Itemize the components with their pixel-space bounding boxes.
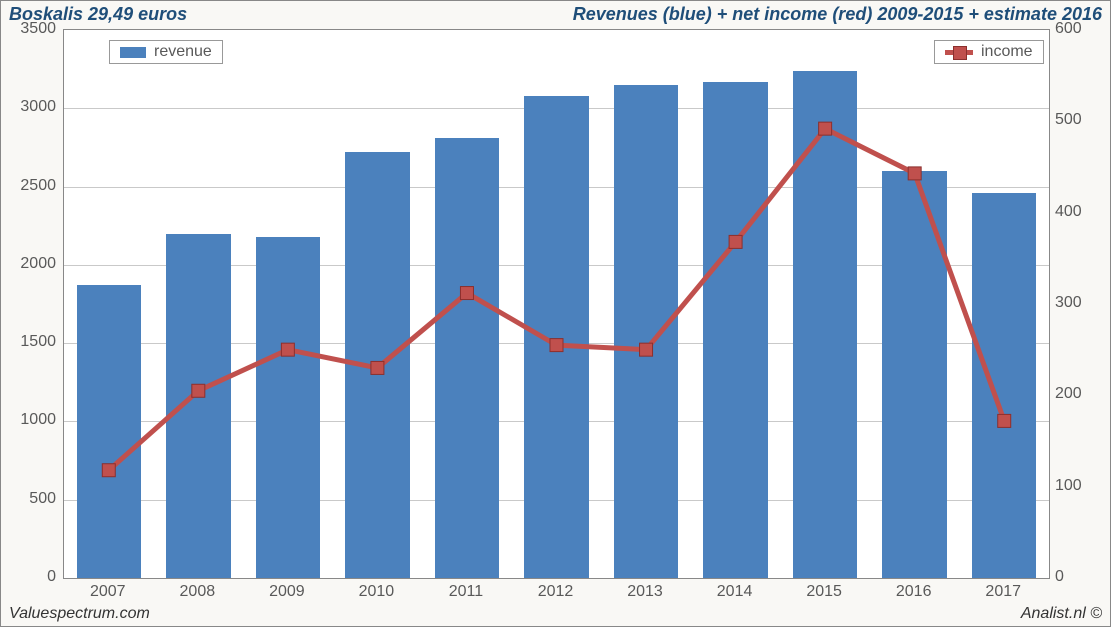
income-marker (281, 343, 294, 356)
y-left-tick-label: 1500 (20, 333, 56, 351)
x-tick-label: 2010 (359, 583, 395, 601)
income-line (109, 129, 1004, 471)
x-tick-label: 2017 (985, 583, 1021, 601)
x-tick-label: 2011 (449, 583, 483, 601)
income-marker (192, 384, 205, 397)
footer-left: Valuespectrum.com (9, 605, 150, 623)
x-tick-label: 2008 (180, 583, 216, 601)
plot-area: revenue income (63, 29, 1050, 579)
legend-revenue-swatch (120, 47, 146, 58)
income-marker (640, 343, 653, 356)
y-left-tick-label: 1000 (20, 411, 56, 429)
y-left-tick-label: 2500 (20, 177, 56, 195)
y-right-tick-label: 600 (1055, 20, 1082, 38)
chart-container: Boskalis 29,49 euros Revenues (blue) + n… (0, 0, 1111, 627)
y-right-tick-label: 500 (1055, 111, 1082, 129)
legend-revenue: revenue (109, 40, 223, 64)
income-marker (550, 339, 563, 352)
y-right-tick-label: 400 (1055, 203, 1082, 221)
income-marker (998, 414, 1011, 427)
x-tick-label: 2007 (90, 583, 126, 601)
y-left-tick-label: 3000 (20, 98, 56, 116)
title-right: Revenues (blue) + net income (red) 2009-… (573, 4, 1102, 25)
y-right-tick-label: 100 (1055, 477, 1082, 495)
income-marker (819, 122, 832, 135)
income-marker (371, 361, 384, 374)
legend-revenue-label: revenue (154, 43, 212, 61)
y-left-tick-label: 2000 (20, 255, 56, 273)
legend-income-marker-icon (953, 46, 967, 60)
legend-income: income (934, 40, 1044, 64)
y-left-tick-label: 3500 (20, 20, 56, 38)
y-left-tick-label: 0 (47, 568, 56, 586)
income-marker (908, 167, 921, 180)
y-right-tick-label: 300 (1055, 294, 1082, 312)
x-tick-label: 2015 (806, 583, 842, 601)
income-marker (460, 287, 473, 300)
x-tick-label: 2016 (896, 583, 932, 601)
y-left-tick-label: 500 (29, 490, 56, 508)
income-marker (729, 235, 742, 248)
legend-income-sample (945, 45, 973, 59)
income-line-overlay (64, 30, 1049, 578)
x-tick-label: 2014 (717, 583, 753, 601)
y-right-tick-label: 0 (1055, 568, 1064, 586)
income-marker (102, 464, 115, 477)
footer-right: Analist.nl © (1021, 605, 1102, 623)
legend-income-label: income (981, 43, 1033, 61)
x-tick-label: 2012 (538, 583, 574, 601)
x-tick-label: 2013 (627, 583, 663, 601)
y-right-tick-label: 200 (1055, 385, 1082, 403)
x-tick-label: 2009 (269, 583, 305, 601)
